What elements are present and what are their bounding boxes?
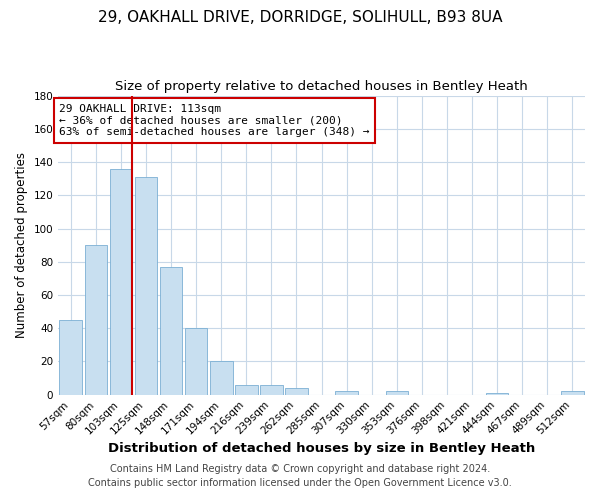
Bar [285,388,308,394]
Y-axis label: Number of detached properties: Number of detached properties [15,152,28,338]
X-axis label: Distribution of detached houses by size in Bentley Heath: Distribution of detached houses by size … [108,442,535,455]
Bar [561,392,584,394]
Bar [160,266,182,394]
Text: 29 OAKHALL DRIVE: 113sqm
← 36% of detached houses are smaller (200)
63% of semi-: 29 OAKHALL DRIVE: 113sqm ← 36% of detach… [59,104,370,137]
Bar [386,392,408,394]
Bar [210,362,233,394]
Bar [110,168,132,394]
Bar [59,320,82,394]
Text: 29, OAKHALL DRIVE, DORRIDGE, SOLIHULL, B93 8UA: 29, OAKHALL DRIVE, DORRIDGE, SOLIHULL, B… [98,10,502,25]
Bar [185,328,208,394]
Bar [260,385,283,394]
Bar [486,393,508,394]
Bar [134,177,157,394]
Bar [85,245,107,394]
Text: Contains HM Land Registry data © Crown copyright and database right 2024.
Contai: Contains HM Land Registry data © Crown c… [88,464,512,487]
Title: Size of property relative to detached houses in Bentley Heath: Size of property relative to detached ho… [115,80,528,93]
Bar [235,385,257,394]
Bar [335,392,358,394]
